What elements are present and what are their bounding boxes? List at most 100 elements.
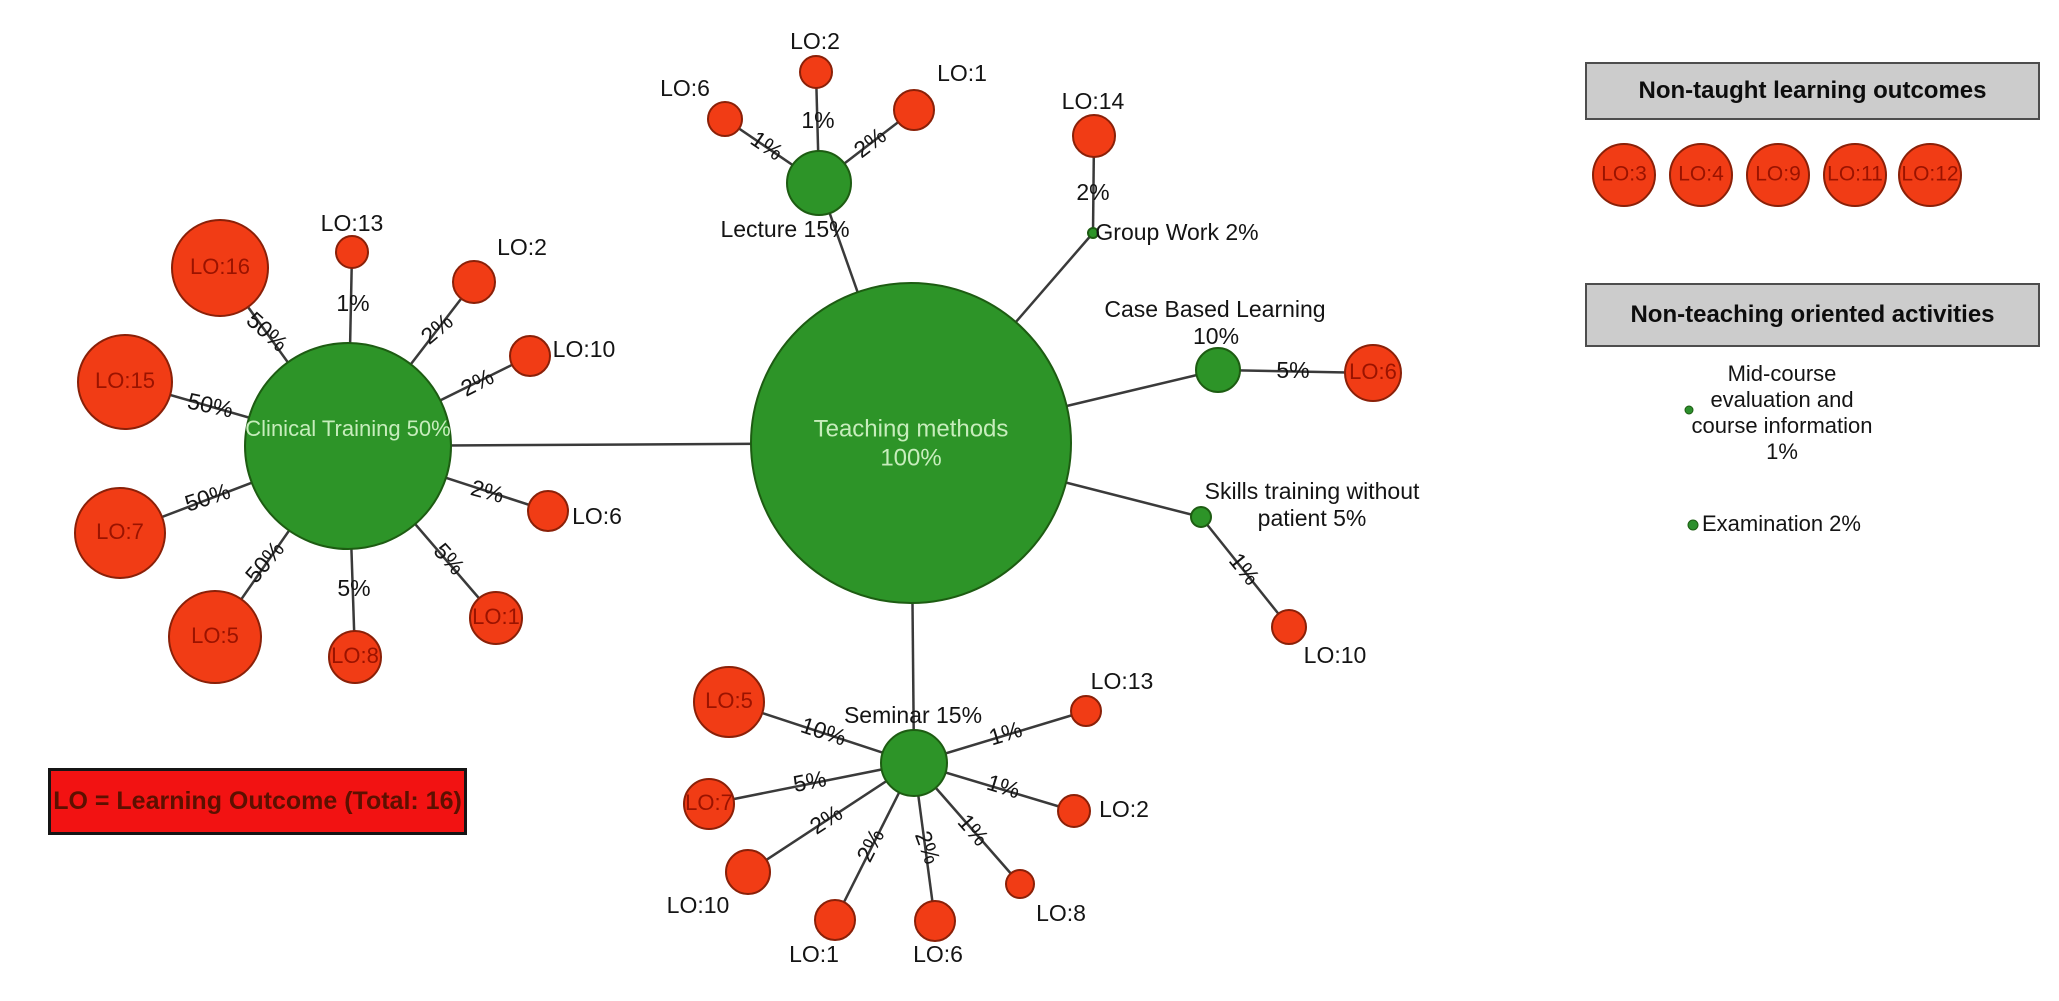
pct-label-group-work-lo-14: 2% xyxy=(1076,179,1109,205)
pct-label-clinical-training-lo-1: 5% xyxy=(429,538,471,580)
non-taught-lo-circle-lo-12 xyxy=(1898,143,1962,207)
pct-label-seminar-lo-10: 2% xyxy=(805,799,847,839)
pct-label-clinical-training-lo-6: 2% xyxy=(468,474,507,508)
pct-label-clinical-training-lo-16: 50% xyxy=(241,307,293,357)
lo-node-seminar-lo-7 xyxy=(683,778,735,830)
hub-circle-group-work xyxy=(1087,227,1099,239)
examination-label: Examination 2% xyxy=(1702,511,1861,536)
lo-node-seminar-lo-10 xyxy=(725,849,771,895)
lo-node-clinical-training-lo-5 xyxy=(168,590,262,684)
nodes-layer xyxy=(74,55,1962,942)
midcourse-label-line-1: evaluation and xyxy=(1710,387,1853,412)
lo-node-lecture-lo-2 xyxy=(799,55,833,89)
midcourse-label-line-2: course information xyxy=(1692,413,1873,438)
non-taught-lo-circle-lo-3 xyxy=(1592,143,1656,207)
lo-node-case-based-learning-lo-6 xyxy=(1344,344,1402,402)
lo-label-seminar-lo-5: LO:5 xyxy=(705,688,753,713)
lo-node-seminar-lo-5 xyxy=(693,666,765,738)
lo-label-seminar-lo-7: LO:7 xyxy=(685,790,733,815)
hub-circle-clinical-training xyxy=(244,342,452,550)
lo-label-clinical-training-lo-15: LO:15 xyxy=(95,368,155,393)
lo-node-clinical-training-lo-8 xyxy=(328,630,382,684)
lo-label-seminar-lo-2: LO:2 xyxy=(1099,796,1149,822)
method-label-skills-training-without-patient-0: Skills training without xyxy=(1205,478,1420,504)
lo-label-lecture-lo-1: LO:1 xyxy=(937,60,987,86)
lo-label-group-work-lo-14: LO:14 xyxy=(1062,88,1125,114)
lo-node-clinical-training-lo-1 xyxy=(469,591,523,645)
non-taught-learning-outcomes-header: Non-taught learning outcomes xyxy=(1585,62,2040,120)
lo-label-clinical-training-lo-1: LO:1 xyxy=(472,604,520,629)
pct-label-seminar-lo-1: 2% xyxy=(851,824,889,865)
lo-node-seminar-lo-6 xyxy=(914,900,956,942)
pct-label-clinical-training-lo-8: 5% xyxy=(337,575,370,601)
pct-label-seminar-lo-7: 5% xyxy=(791,765,829,797)
lo-label-clinical-training-lo-16: LO:16 xyxy=(190,254,250,279)
lo-node-clinical-training-lo-15 xyxy=(77,334,173,430)
lo-node-clinical-training-lo-16 xyxy=(171,219,269,317)
method-label-seminar-0: Seminar 15% xyxy=(844,702,982,728)
non-teaching-oriented-activities-header: Non-teaching oriented activities xyxy=(1585,283,2040,347)
hub-label-teaching-methods-line-1: 100% xyxy=(880,444,941,471)
pct-label-clinical-training-lo-2: 2% xyxy=(416,308,458,349)
method-label-case-based-learning-1: 10% xyxy=(1193,323,1239,349)
lo-label-clinical-training-lo-8: LO:8 xyxy=(331,643,379,668)
hub-label-clinical-training-line-0: Clinical Training 50% xyxy=(245,416,450,441)
lo-node-clinical-training-lo-6 xyxy=(527,490,569,532)
pct-label-clinical-training-lo-13: 1% xyxy=(336,290,369,316)
hub-label-teaching-methods-line-0: Teaching methods xyxy=(814,415,1009,442)
pct-label-clinical-training-lo-15: 50% xyxy=(185,388,235,423)
lo-label-clinical-training-lo-6: LO:6 xyxy=(572,503,622,529)
hub-circle-lecture xyxy=(786,150,852,216)
lo-node-clinical-training-lo-10 xyxy=(509,335,551,377)
lo-node-seminar-lo-8 xyxy=(1005,869,1035,899)
lo-label-seminar-lo-8: LO:8 xyxy=(1036,900,1086,926)
lo-label-clinical-training-lo-7: LO:7 xyxy=(96,519,144,544)
lo-label-seminar-lo-10: LO:10 xyxy=(667,892,730,918)
lo-node-skills-training-without-patient-lo-10 xyxy=(1271,609,1307,645)
edge-seminar-lo-7 xyxy=(708,761,915,806)
non-taught-lo-label-lo-12: LO:12 xyxy=(1901,163,1958,186)
non-taught-lo-circle-lo-11 xyxy=(1823,143,1887,207)
lo-label-clinical-training-lo-13: LO:13 xyxy=(321,210,384,236)
lo-node-clinical-training-lo-13 xyxy=(335,235,369,269)
non-taught-lo-label-lo-11: LO:11 xyxy=(1827,163,1883,186)
lo-node-seminar-lo-1 xyxy=(814,899,856,941)
pct-label-seminar-lo-6: 2% xyxy=(910,827,946,867)
hub-circle-case-based-learning xyxy=(1195,347,1241,393)
lo-node-lecture-lo-1 xyxy=(893,89,935,131)
pct-label-seminar-lo-5: 10% xyxy=(798,712,850,751)
lo-legend-box: LO = Learning Outcome (Total: 16) xyxy=(48,768,467,835)
edge-skills-training-without-patient-lo-10 xyxy=(1200,516,1290,628)
lo-label-lecture-lo-2: LO:2 xyxy=(790,28,840,54)
lo-node-clinical-training-lo-7 xyxy=(74,487,166,579)
pct-label-seminar-lo-13: 1% xyxy=(986,716,1025,751)
lo-label-clinical-training-lo-5: LO:5 xyxy=(191,623,239,648)
pct-label-lecture-lo-2: 1% xyxy=(801,107,834,133)
examination-dot xyxy=(1687,519,1699,531)
lo-node-group-work-lo-14 xyxy=(1072,114,1116,158)
pct-label-seminar-lo-2: 1% xyxy=(984,769,1023,804)
method-label-lecture-0: Lecture 15% xyxy=(720,216,849,242)
lo-label-skills-training-without-patient-lo-10: LO:10 xyxy=(1304,642,1367,668)
lo-label-seminar-lo-1: LO:1 xyxy=(789,941,839,967)
lo-node-seminar-lo-13 xyxy=(1070,695,1102,727)
lo-label-clinical-training-lo-2: LO:2 xyxy=(497,234,547,260)
pct-label-clinical-training-lo-5: 50% xyxy=(240,536,290,588)
non-taught-lo-circle-lo-4 xyxy=(1669,143,1733,207)
non-taught-lo-circle-lo-9 xyxy=(1746,143,1810,207)
pct-label-clinical-training-lo-7: 50% xyxy=(181,478,233,517)
lo-node-clinical-training-lo-2 xyxy=(452,260,496,304)
lo-label-seminar-lo-13: LO:13 xyxy=(1091,668,1154,694)
midcourse-dot xyxy=(1684,405,1694,415)
hub-circle-teaching-methods xyxy=(750,282,1072,604)
pct-label-lecture-lo-6: 1% xyxy=(746,125,788,165)
hub-circle-skills-training-without-patient xyxy=(1190,506,1212,528)
non-taught-lo-label-lo-3: LO:3 xyxy=(1601,163,1647,186)
lo-label-case-based-learning-lo-6: LO:6 xyxy=(1349,359,1397,384)
lo-node-seminar-lo-2 xyxy=(1057,794,1091,828)
method-label-case-based-learning-0: Case Based Learning xyxy=(1104,296,1325,322)
midcourse-label-line-0: Mid-course xyxy=(1728,361,1837,386)
